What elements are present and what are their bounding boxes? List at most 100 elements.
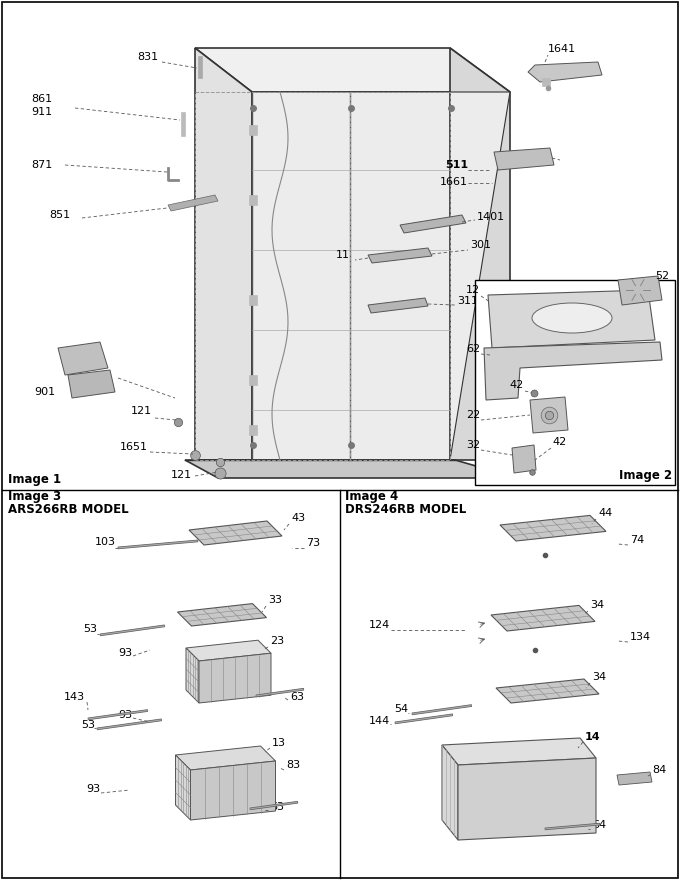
Text: DRS246RB MODEL: DRS246RB MODEL bbox=[345, 503, 466, 516]
Text: 34: 34 bbox=[592, 672, 606, 682]
Text: 23: 23 bbox=[270, 636, 284, 646]
Text: 43: 43 bbox=[291, 513, 305, 523]
Polygon shape bbox=[118, 547, 119, 549]
Polygon shape bbox=[442, 745, 458, 840]
Text: 42: 42 bbox=[552, 437, 566, 447]
Text: 1401: 1401 bbox=[477, 212, 505, 222]
Text: 1641: 1641 bbox=[548, 44, 576, 54]
Text: 121: 121 bbox=[171, 470, 192, 480]
Text: 44: 44 bbox=[598, 508, 612, 518]
Text: 52: 52 bbox=[655, 271, 669, 281]
Polygon shape bbox=[484, 342, 662, 400]
Text: 511: 511 bbox=[445, 160, 468, 170]
Polygon shape bbox=[545, 828, 546, 830]
Polygon shape bbox=[488, 290, 655, 348]
Polygon shape bbox=[458, 758, 596, 840]
Text: 33: 33 bbox=[268, 595, 282, 605]
Polygon shape bbox=[368, 298, 428, 313]
Polygon shape bbox=[58, 342, 108, 375]
Text: 871: 871 bbox=[31, 160, 52, 170]
Text: 14: 14 bbox=[585, 732, 600, 742]
Text: 311: 311 bbox=[457, 296, 478, 306]
Polygon shape bbox=[395, 722, 396, 723]
Text: 32: 32 bbox=[466, 440, 480, 450]
Bar bbox=[249, 125, 257, 135]
Text: 143: 143 bbox=[64, 692, 85, 702]
Polygon shape bbox=[118, 540, 198, 549]
Text: 301: 301 bbox=[470, 240, 491, 250]
Bar bbox=[249, 425, 257, 435]
Polygon shape bbox=[190, 761, 275, 820]
Text: 93: 93 bbox=[118, 648, 132, 658]
Text: 861: 861 bbox=[31, 94, 52, 104]
Text: 84: 84 bbox=[652, 765, 666, 775]
Text: ARS266RB MODEL: ARS266RB MODEL bbox=[8, 503, 129, 516]
Polygon shape bbox=[186, 641, 271, 661]
Polygon shape bbox=[256, 695, 257, 697]
Text: 13: 13 bbox=[272, 738, 286, 748]
Polygon shape bbox=[168, 195, 218, 211]
Text: 103: 103 bbox=[95, 537, 116, 547]
Text: 42: 42 bbox=[510, 380, 524, 390]
Polygon shape bbox=[185, 460, 518, 478]
Text: 63: 63 bbox=[290, 692, 304, 702]
Polygon shape bbox=[175, 746, 275, 770]
Polygon shape bbox=[100, 634, 101, 635]
Text: 53: 53 bbox=[83, 624, 97, 634]
Text: 831: 831 bbox=[137, 52, 158, 62]
Polygon shape bbox=[530, 397, 568, 433]
Polygon shape bbox=[97, 719, 162, 730]
Polygon shape bbox=[618, 276, 662, 305]
Polygon shape bbox=[491, 605, 595, 631]
Text: 911: 911 bbox=[31, 107, 52, 117]
Text: Image 2: Image 2 bbox=[619, 469, 672, 482]
Polygon shape bbox=[545, 823, 600, 830]
Polygon shape bbox=[199, 653, 271, 703]
Polygon shape bbox=[186, 648, 199, 703]
Ellipse shape bbox=[532, 303, 612, 333]
Polygon shape bbox=[494, 148, 554, 170]
Text: Image 4: Image 4 bbox=[345, 490, 398, 503]
Text: 93: 93 bbox=[118, 710, 132, 720]
Text: 11: 11 bbox=[336, 250, 350, 260]
Polygon shape bbox=[100, 625, 165, 635]
Polygon shape bbox=[250, 808, 251, 810]
Polygon shape bbox=[617, 772, 652, 785]
Text: 54: 54 bbox=[394, 704, 408, 714]
Text: 73: 73 bbox=[306, 538, 320, 548]
Polygon shape bbox=[195, 48, 252, 460]
Bar bbox=[249, 295, 257, 305]
Text: 62: 62 bbox=[466, 344, 480, 354]
Text: 901: 901 bbox=[34, 387, 55, 397]
Text: 121: 121 bbox=[131, 406, 152, 416]
Bar bbox=[181, 112, 185, 136]
Bar bbox=[198, 56, 202, 78]
Polygon shape bbox=[500, 516, 606, 541]
Polygon shape bbox=[177, 604, 267, 626]
Polygon shape bbox=[400, 215, 466, 233]
Text: 93: 93 bbox=[86, 784, 100, 794]
Text: Image 1: Image 1 bbox=[8, 473, 61, 486]
Text: 124: 124 bbox=[369, 620, 390, 630]
Polygon shape bbox=[88, 709, 148, 720]
Polygon shape bbox=[252, 92, 510, 460]
Polygon shape bbox=[250, 802, 298, 810]
Polygon shape bbox=[189, 521, 282, 545]
Polygon shape bbox=[412, 705, 472, 715]
Text: 74: 74 bbox=[630, 535, 644, 545]
Polygon shape bbox=[395, 714, 453, 723]
Polygon shape bbox=[528, 62, 602, 82]
Polygon shape bbox=[256, 688, 304, 697]
Bar bbox=[249, 195, 257, 205]
Text: 34: 34 bbox=[590, 600, 604, 610]
Text: 851: 851 bbox=[49, 210, 70, 220]
Bar bbox=[542, 78, 550, 86]
Text: 22: 22 bbox=[466, 410, 480, 420]
Polygon shape bbox=[68, 370, 115, 398]
Polygon shape bbox=[442, 738, 596, 765]
Polygon shape bbox=[368, 248, 432, 263]
Polygon shape bbox=[496, 679, 599, 703]
Bar bbox=[475, 280, 675, 485]
Polygon shape bbox=[195, 48, 510, 92]
Polygon shape bbox=[450, 48, 510, 460]
